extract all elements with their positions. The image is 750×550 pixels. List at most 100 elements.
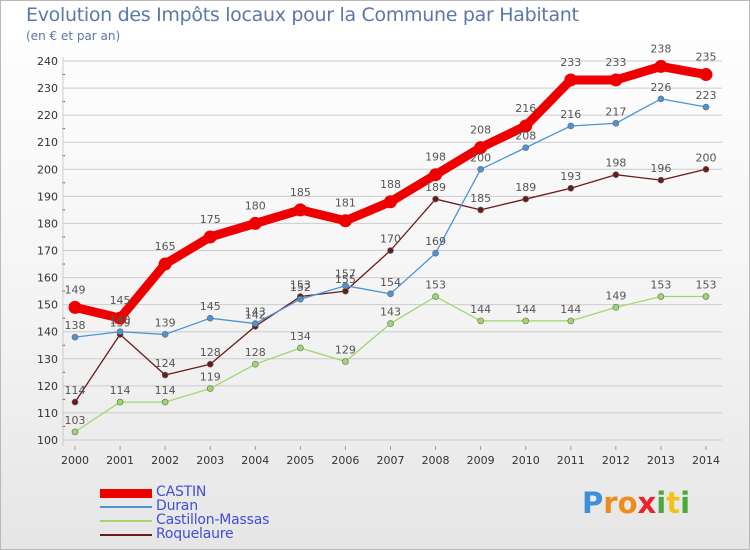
legend-item: Roquelaure xyxy=(100,526,330,542)
data-point xyxy=(387,247,394,254)
y-tick-label: 230 xyxy=(37,82,58,95)
x-tick-label: 2005 xyxy=(286,454,314,467)
data-point xyxy=(342,287,349,295)
data-point xyxy=(477,317,484,325)
data-label: 139 xyxy=(110,316,131,329)
data-label: 149 xyxy=(605,289,626,302)
data-point xyxy=(702,103,710,111)
data-point xyxy=(206,314,214,322)
data-label: 216 xyxy=(560,108,581,121)
data-label: 233 xyxy=(560,56,581,69)
data-point xyxy=(567,122,575,130)
data-label: 153 xyxy=(425,279,446,292)
data-label: 128 xyxy=(200,346,221,359)
data-label: 114 xyxy=(110,384,131,397)
data-label: 142 xyxy=(245,308,266,321)
x-tick-label: 2008 xyxy=(422,454,450,467)
data-label: 175 xyxy=(200,213,221,226)
x-tick-label: 2012 xyxy=(602,454,630,467)
x-tick-label: 2006 xyxy=(331,454,359,467)
legend-item: Duran xyxy=(100,498,330,514)
data-label: 208 xyxy=(470,124,491,137)
data-point xyxy=(657,95,665,103)
data-label: 155 xyxy=(335,273,356,286)
data-point xyxy=(522,195,530,203)
data-label: 145 xyxy=(200,300,221,313)
data-label: 170 xyxy=(380,233,401,246)
data-point xyxy=(522,144,530,151)
data-point xyxy=(477,206,484,214)
data-point xyxy=(432,249,439,257)
chart-subtitle: (en € et par an) xyxy=(26,29,121,43)
y-tick-label: 180 xyxy=(37,217,58,230)
data-label: 233 xyxy=(605,56,626,69)
data-point xyxy=(251,360,259,368)
legend-label: Duran xyxy=(156,498,198,514)
data-label: 144 xyxy=(470,303,491,316)
y-tick-label: 210 xyxy=(37,136,58,149)
data-point xyxy=(432,195,439,203)
data-label: 188 xyxy=(380,178,401,191)
data-point xyxy=(519,119,533,133)
y-tick-label: 140 xyxy=(37,326,58,339)
data-point xyxy=(522,317,530,325)
data-label: 226 xyxy=(650,81,671,94)
data-point xyxy=(206,360,214,368)
data-point xyxy=(342,282,349,289)
data-label: 119 xyxy=(200,371,221,384)
data-point xyxy=(657,293,665,300)
data-point xyxy=(203,230,217,244)
data-label: 143 xyxy=(380,306,401,319)
data-point xyxy=(387,320,394,327)
data-label: 169 xyxy=(425,235,446,248)
data-label: 196 xyxy=(650,162,671,175)
data-label: 114 xyxy=(65,384,86,397)
logo-letter: t xyxy=(666,486,681,520)
legend-label: Castillon-Massas xyxy=(156,512,270,528)
legend-swatch xyxy=(100,506,152,508)
logo-letter: r xyxy=(603,486,618,520)
data-point xyxy=(113,311,127,325)
data-label: 216 xyxy=(515,102,536,115)
data-label: 153 xyxy=(696,279,717,292)
data-point xyxy=(248,216,262,230)
data-label: 165 xyxy=(155,240,176,253)
data-point xyxy=(654,59,668,73)
data-point xyxy=(161,398,169,406)
y-tick-label: 220 xyxy=(37,109,58,122)
data-point xyxy=(387,290,394,298)
legend-label: Roquelaure xyxy=(156,526,234,542)
data-point xyxy=(116,328,124,336)
chart-title: Evolution des Impôts locaux pour la Comm… xyxy=(26,4,579,26)
data-point xyxy=(384,195,397,209)
x-tick-label: 2011 xyxy=(557,454,585,467)
legend-item: CASTIN xyxy=(100,484,330,500)
logo-letter: o xyxy=(617,486,638,520)
x-tick-label: 2002 xyxy=(151,454,179,467)
data-label: 189 xyxy=(425,181,446,194)
data-label: 129 xyxy=(335,343,356,356)
data-point xyxy=(699,68,713,82)
data-point xyxy=(564,73,578,87)
data-label: 143 xyxy=(245,306,266,319)
data-point xyxy=(429,168,443,182)
legend-swatch xyxy=(100,488,152,498)
y-tick-label: 170 xyxy=(37,245,58,258)
data-label: 189 xyxy=(515,181,536,194)
data-point xyxy=(657,176,665,184)
logo-letter: i xyxy=(656,486,667,520)
data-label: 139 xyxy=(155,316,176,329)
data-point xyxy=(702,293,710,300)
data-point xyxy=(297,295,304,303)
data-point xyxy=(158,257,172,271)
x-tick-label: 2014 xyxy=(692,454,720,467)
data-label: 200 xyxy=(470,151,491,164)
data-point xyxy=(702,165,710,173)
x-tick-label: 2004 xyxy=(241,454,269,467)
data-point xyxy=(612,171,620,178)
logo-letter: x xyxy=(637,486,657,520)
x-tick-label: 2003 xyxy=(196,454,224,467)
data-point xyxy=(206,385,214,392)
data-point xyxy=(293,203,307,217)
